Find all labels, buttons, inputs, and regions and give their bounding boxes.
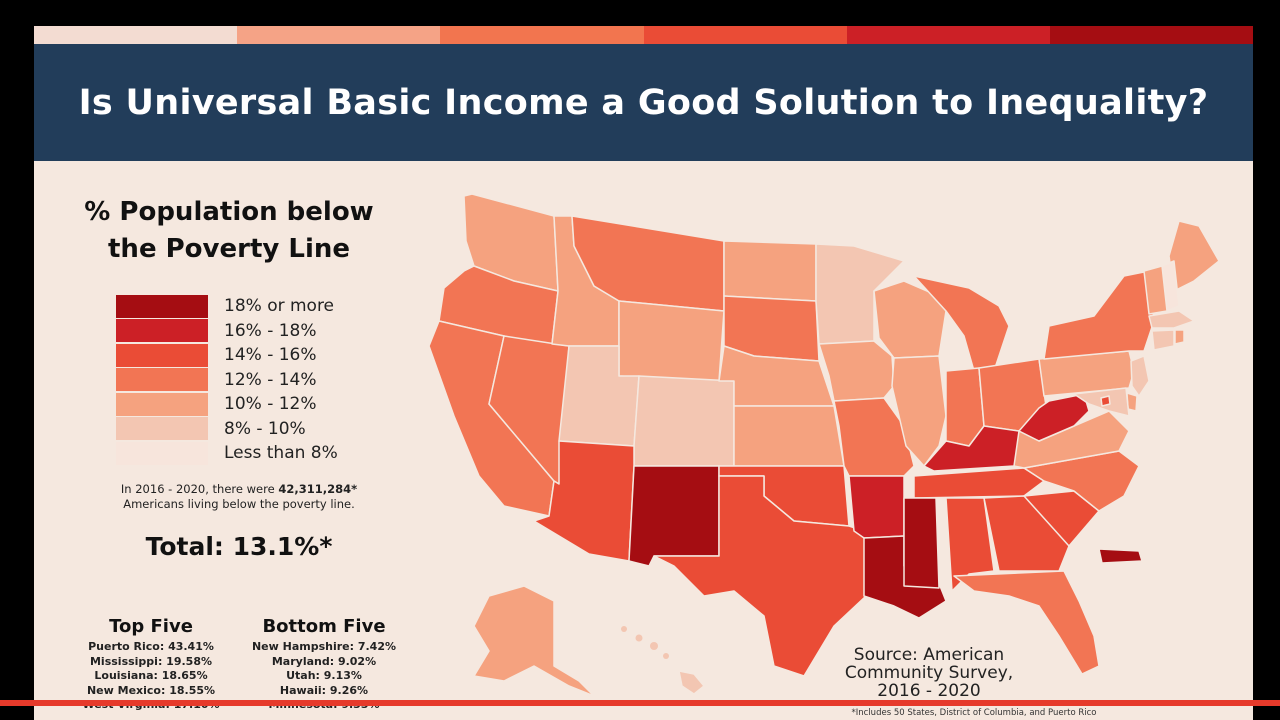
source-line3: 2016 - 2020 (877, 681, 981, 701)
strip-segment (440, 26, 644, 44)
state-district-of-columbia (1100, 395, 1111, 407)
legend-label: 16% - 18% (224, 320, 317, 341)
color-strip (34, 26, 1253, 44)
state-hawaii (678, 670, 705, 695)
legend: 18% or more 16% - 18% 14% - 16% 12% - 14% 10… (116, 294, 338, 466)
state-west-virginia (1018, 393, 1090, 442)
legend-item: 14% - 16% (116, 343, 338, 368)
list-item: Maryland: 9.02% (271, 654, 377, 668)
legend-swatch (116, 368, 208, 392)
state-north-carolina (1023, 450, 1140, 512)
legend-swatch (116, 343, 208, 367)
state-alabama (945, 497, 995, 592)
legend-item: Less than 8% (116, 441, 338, 466)
state-colorado (633, 375, 735, 467)
source-line2: Community Survey, (844, 663, 1014, 683)
source-note: Source: American Community Survey, 2016 … (824, 646, 1034, 700)
statement-prefix: In 2016 - 2020, there were (120, 482, 275, 496)
legend-item: 10% - 12% (116, 392, 338, 417)
legend-swatch (116, 392, 208, 416)
population-statement: In 2016 - 2020, there were 42,311,284* A… (74, 482, 404, 512)
state-iowa (818, 340, 895, 402)
list-item: New Mexico: 18.55% (86, 683, 216, 697)
state-alaska (473, 585, 595, 697)
legend-label: 18% or more (224, 296, 335, 317)
legend-label: Less than 8% (224, 443, 338, 464)
total-rate: Total: 13.1%* (145, 532, 333, 561)
title-banner: Is Universal Basic Income a Good Solutio… (34, 44, 1253, 161)
state-florida (953, 570, 1100, 675)
list-item: Hawaii: 9.26% (279, 683, 369, 697)
banner-title: Is Universal Basic Income a Good Solutio… (78, 82, 1209, 123)
legend-swatch (116, 417, 208, 441)
state-tennessee (913, 467, 1045, 499)
legend-title-line1: % Population below (84, 197, 374, 227)
legend-label: 8% - 10% (224, 418, 306, 439)
strip-segment (34, 26, 238, 44)
state-arizona (533, 440, 635, 562)
state-north-dakota (723, 240, 817, 302)
poverty-count: 42,311,284* (278, 482, 358, 496)
footnote: *Includes 50 States, District of Columbi… (851, 708, 1097, 718)
state-puerto-rico (1098, 548, 1143, 564)
legend-swatch (116, 294, 208, 318)
list-item: Mississippi: 19.58% (89, 654, 212, 668)
bottom-five-title: Bottom Five (262, 616, 386, 637)
source-line1: Source: American (853, 645, 1005, 665)
state-new-mexico (628, 465, 720, 567)
strip-segment (237, 26, 441, 44)
statement-suffix: Americans living below the poverty line. (123, 497, 355, 511)
infographic-frame: Is Universal Basic Income a Good Solutio… (34, 26, 1253, 720)
top-five-title: Top Five (109, 616, 193, 637)
state-wisconsin (873, 280, 947, 359)
strip-segment (1049, 26, 1253, 44)
state-connecticut (1151, 329, 1175, 351)
state-new-york (1043, 270, 1155, 360)
hawaii-islands (621, 626, 669, 659)
state-rhode-island (1174, 329, 1185, 345)
legend-item: 12% - 14% (116, 368, 338, 393)
list-item: Utah: 9.13% (286, 669, 362, 682)
legend-swatch (116, 441, 208, 465)
legend-title: % Population below the Poverty Line (54, 194, 404, 268)
state-new-jersey (1130, 355, 1150, 397)
state-massachusetts (1148, 310, 1195, 329)
legend-item: 16% - 18% (116, 319, 338, 344)
video-progress-bar[interactable] (0, 700, 1280, 706)
state-kansas (733, 405, 845, 467)
list-item: New Hampshire: 7.42% (251, 640, 397, 653)
strip-segment (846, 26, 1050, 44)
state-wyoming (618, 300, 725, 382)
state-maine (1168, 220, 1220, 292)
list-item: Louisiana: 18.65% (94, 669, 208, 682)
legend-label: 10% - 12% (224, 394, 317, 415)
list-item: Puerto Rico: 43.41% (88, 640, 214, 653)
legend-item: 8% - 10% (116, 417, 338, 442)
us-poverty-map (428, 193, 1220, 697)
legend-label: 12% - 14% (224, 369, 317, 390)
legend-swatch (116, 319, 208, 343)
state-vermont (1143, 265, 1168, 315)
state-texas (653, 475, 867, 677)
strip-segment (643, 26, 847, 44)
state-mississippi (903, 497, 940, 589)
top-five-list: Top Five Puerto Rico: 43.41% Mississippi:… (66, 616, 236, 713)
legend-title-line2: the Poverty Line (108, 234, 350, 264)
legend-label: 14% - 16% (224, 345, 317, 366)
state-minnesota (815, 243, 905, 345)
state-illinois (891, 355, 947, 467)
state-arkansas (848, 475, 905, 539)
legend-item: 18% or more (116, 294, 338, 319)
